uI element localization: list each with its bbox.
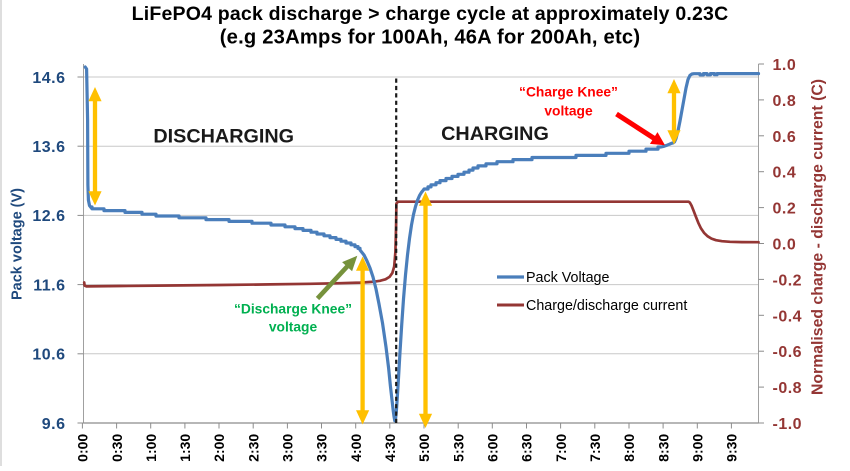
svg-text:10.6: 10.6 xyxy=(32,347,65,364)
svg-text:0.2: 0.2 xyxy=(773,201,797,218)
svg-text:LiFePO4 pack discharge > charg: LiFePO4 pack discharge > charge cycle at… xyxy=(132,3,729,25)
svg-text:7:30: 7:30 xyxy=(587,434,603,462)
svg-text:voltage: voltage xyxy=(269,320,318,335)
svg-text:11.6: 11.6 xyxy=(33,277,65,294)
svg-text:0:30: 0:30 xyxy=(109,434,125,462)
svg-text:2:30: 2:30 xyxy=(245,434,261,462)
svg-text:1.0: 1.0 xyxy=(773,57,797,74)
svg-text:5:30: 5:30 xyxy=(450,434,466,462)
svg-text:4:00: 4:00 xyxy=(348,434,364,462)
svg-text:CHARGING: CHARGING xyxy=(441,123,549,145)
svg-text:0:00: 0:00 xyxy=(75,434,91,462)
svg-text:0.6: 0.6 xyxy=(773,129,797,146)
svg-text:7:00: 7:00 xyxy=(553,434,569,462)
svg-text:-0.4: -0.4 xyxy=(773,308,803,325)
svg-text:-1.0: -1.0 xyxy=(773,416,803,433)
svg-text:3:30: 3:30 xyxy=(314,434,330,462)
svg-text:Pack Voltage: Pack Voltage xyxy=(526,270,610,286)
svg-text:(e.g 23Amps for 100Ah, 46A for: (e.g 23Amps for 100Ah, 46A for 200Ah, et… xyxy=(220,27,641,49)
svg-text:“Discharge Knee”: “Discharge Knee” xyxy=(234,302,352,317)
svg-text:Normalised charge - discharge: Normalised charge - discharge current (C… xyxy=(810,79,827,395)
svg-text:-0.6: -0.6 xyxy=(773,344,803,361)
svg-text:5:00: 5:00 xyxy=(416,434,432,462)
svg-text:-0.2: -0.2 xyxy=(773,272,803,289)
svg-text:1:00: 1:00 xyxy=(143,434,159,462)
svg-text:4:30: 4:30 xyxy=(382,434,398,462)
svg-text:1:30: 1:30 xyxy=(177,434,193,462)
svg-text:8:30: 8:30 xyxy=(655,434,671,462)
svg-text:Pack voltage (V): Pack voltage (V) xyxy=(10,188,26,300)
svg-text:8:00: 8:00 xyxy=(621,434,637,462)
svg-text:13.6: 13.6 xyxy=(32,139,65,156)
svg-text:0.8: 0.8 xyxy=(773,93,797,110)
svg-text:voltage: voltage xyxy=(544,104,593,119)
svg-text:6:00: 6:00 xyxy=(485,434,501,462)
svg-text:2:00: 2:00 xyxy=(211,434,227,462)
svg-text:3:00: 3:00 xyxy=(280,434,296,462)
svg-text:Charge/discharge current: Charge/discharge current xyxy=(526,298,687,314)
svg-text:0.0: 0.0 xyxy=(773,237,797,254)
svg-text:“Charge Knee”: “Charge Knee” xyxy=(519,85,618,100)
svg-text:-0.8: -0.8 xyxy=(773,380,803,397)
svg-text:DISCHARGING: DISCHARGING xyxy=(153,125,294,147)
svg-text:0.4: 0.4 xyxy=(773,165,797,182)
svg-text:12.6: 12.6 xyxy=(32,208,65,225)
svg-text:9.6: 9.6 xyxy=(42,416,66,433)
svg-text:14.6: 14.6 xyxy=(32,70,65,87)
svg-text:6:30: 6:30 xyxy=(519,434,535,462)
svg-text:9:00: 9:00 xyxy=(690,434,706,462)
svg-text:9:30: 9:30 xyxy=(724,434,740,462)
